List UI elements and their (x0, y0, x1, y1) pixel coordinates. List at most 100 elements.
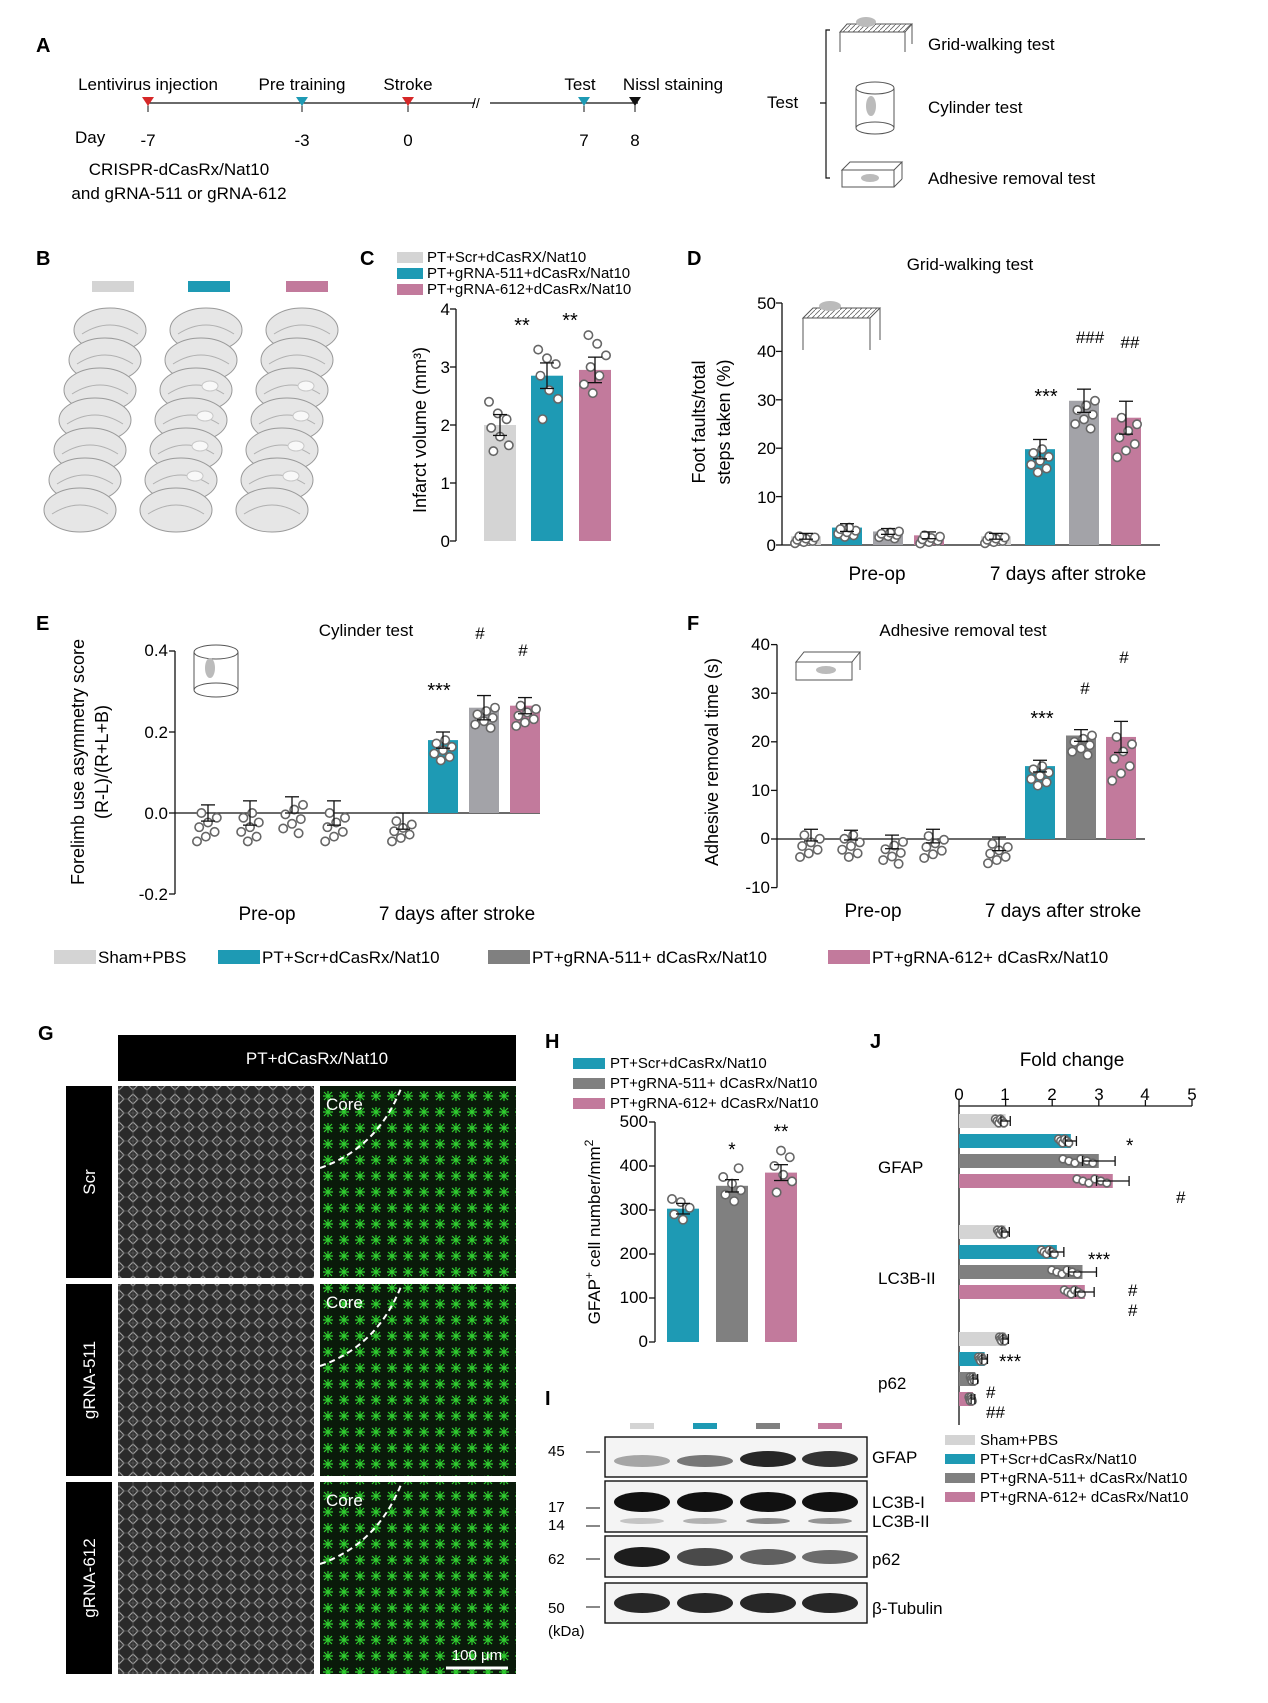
h-ytick: 500 (620, 1112, 648, 1131)
h-ytick: 100 (620, 1288, 648, 1307)
legend-swatch (218, 950, 260, 964)
data-point (515, 700, 526, 711)
legend-ef-511: PT+gRNA-511+ dCasRx/Nat10 (532, 948, 767, 967)
legend-ef-scr: PT+Scr+dCasRx/Nat10 (262, 948, 440, 967)
j-group-gfap: GFAP (878, 1158, 923, 1177)
blot-band (802, 1492, 858, 1512)
marker-nissl-icon (629, 97, 641, 106)
data-point (812, 844, 823, 855)
panel-i-letter: I (545, 1388, 551, 1410)
data-point (487, 712, 498, 723)
data-point (194, 822, 205, 833)
data-point (797, 841, 808, 852)
band-lc3b-ii: LC3B-II (872, 1512, 930, 1531)
slice-contour (172, 354, 230, 365)
h-ytick: 200 (620, 1244, 648, 1263)
d-ytick: 0 (767, 536, 776, 555)
data-point (1076, 1289, 1087, 1299)
d-title: Grid-walking test (907, 255, 1034, 274)
slice-contour (76, 354, 134, 365)
legend-h-scr: PT+Scr+dCasRx/Nat10 (610, 1055, 767, 1072)
slice-contour (167, 384, 225, 395)
data-point (799, 830, 810, 841)
marker-50: 50 (548, 1600, 565, 1617)
legend-swatch (397, 252, 423, 263)
j-xtick: 3 (1094, 1085, 1103, 1104)
blot-band (746, 1518, 790, 1524)
g-row-612: gRNA-612 (80, 1538, 99, 1617)
data-point (485, 722, 496, 733)
infarct-area (196, 410, 214, 422)
event-pretraining: Pre training (259, 75, 346, 94)
panel-j-letter: J (870, 1031, 881, 1053)
d-group-7days: 7 days after stroke (990, 564, 1146, 585)
core-boundary (319, 1085, 403, 1169)
panel-f-letter: F (687, 613, 699, 635)
data-point (1081, 400, 1092, 411)
j-sig: # (1176, 1188, 1186, 1207)
slice-contour (61, 444, 119, 455)
adhesive-inset-icon (794, 651, 862, 681)
infarct-area (287, 440, 305, 452)
data-point (684, 1202, 695, 1213)
data-point (1127, 739, 1138, 750)
legend-swatch (828, 950, 870, 964)
data-point (513, 710, 524, 721)
data-point (530, 704, 541, 715)
data-point (1090, 395, 1101, 406)
row-label-bar (66, 1086, 112, 1278)
fold-change-chart (958, 1100, 1193, 1425)
bar (959, 1245, 1057, 1259)
event-injection: Lentivirus injection (78, 75, 218, 94)
data-point (885, 527, 896, 538)
data-point (921, 842, 932, 853)
d-sig-511: ### (1076, 328, 1105, 347)
data-point (440, 735, 451, 746)
brain-slice (139, 487, 213, 533)
panel-h: H PT+Scr+dCasRx/Nat10 PT+gRNA-511+ dCasR… (545, 1031, 818, 1351)
blot-band (802, 1451, 858, 1467)
data-point (238, 812, 249, 823)
slice-contour (243, 504, 301, 515)
data-point (675, 1197, 686, 1208)
d-ytick: 50 (757, 294, 776, 313)
data-point (583, 330, 594, 341)
e-group-preop: Pre-op (238, 904, 295, 925)
panel-g: G PT+dCasRx/Nat10 Scr gRNA-511 gRNA-612 … (38, 1023, 516, 1674)
legend-ef-612: PT+gRNA-612+ dCasRx/Nat10 (872, 948, 1108, 967)
d-sig-612: ## (1121, 333, 1140, 352)
data-point (809, 532, 820, 543)
data-point (803, 848, 814, 859)
legend-swatch (945, 1492, 975, 1502)
f-ytick: 40 (751, 635, 770, 654)
j-sig: * (1126, 1136, 1134, 1157)
legend-swatch (397, 268, 423, 279)
data-point (429, 748, 440, 759)
brain-slice (43, 487, 117, 533)
slice-contour (56, 474, 114, 485)
data-point (472, 709, 483, 720)
j-group-p62: p62 (878, 1374, 906, 1393)
j-sig: *** (1088, 1250, 1111, 1271)
data-point (200, 831, 211, 842)
data-point (778, 1169, 789, 1180)
infarct-area (191, 440, 209, 452)
slice-contour (268, 354, 326, 365)
western-blot (586, 1436, 868, 1624)
slice-contour (51, 504, 109, 515)
legend-swatch (573, 1098, 605, 1109)
bar (667, 1208, 699, 1342)
cylinder-apparatus-icon (855, 81, 895, 135)
adhesive-box-icon (840, 161, 904, 188)
marker-62: 62 (548, 1551, 565, 1568)
test-adhesive: Adhesive removal test (928, 169, 1096, 188)
infarct-area (297, 380, 315, 392)
data-point (1109, 753, 1120, 764)
panel-a-letter: A (36, 35, 50, 57)
data-point (893, 526, 904, 537)
h-ytick: 300 (620, 1200, 648, 1219)
e-ytick: -0.2 (139, 885, 168, 904)
f-ytick: 20 (751, 732, 770, 751)
bar (765, 1172, 797, 1342)
data-point (1116, 768, 1127, 779)
